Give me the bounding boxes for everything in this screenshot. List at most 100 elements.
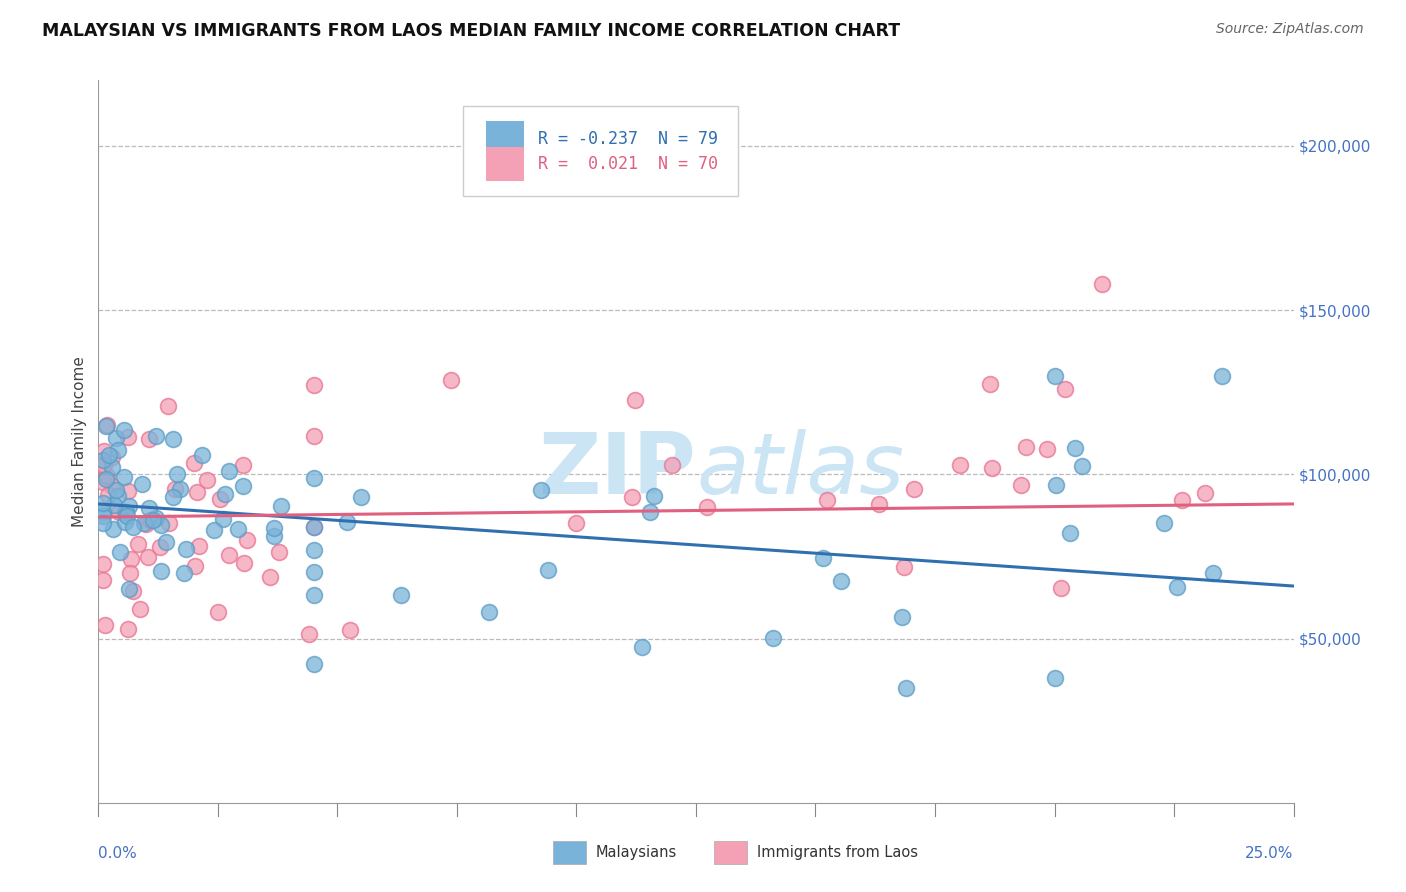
Point	[661, 458, 683, 472]
Point	[138, 513, 160, 527]
Point	[263, 521, 285, 535]
Point	[138, 432, 160, 446]
Point	[108, 545, 131, 559]
Point	[186, 485, 208, 500]
Point	[91, 573, 114, 587]
Point	[127, 537, 149, 551]
Point	[103, 498, 125, 512]
Point	[218, 464, 240, 478]
Text: R = -0.237  N = 79: R = -0.237 N = 79	[538, 130, 718, 148]
FancyBboxPatch shape	[714, 841, 748, 864]
Point	[214, 487, 236, 501]
Point	[107, 443, 129, 458]
Point	[183, 456, 205, 470]
Point	[131, 477, 153, 491]
Point	[1091, 277, 1114, 291]
Point	[440, 373, 463, 387]
Point	[91, 516, 114, 530]
Point	[868, 497, 890, 511]
Point	[97, 448, 120, 462]
Text: Source: ZipAtlas.com: Source: ZipAtlas.com	[1216, 22, 1364, 37]
Point	[134, 516, 156, 530]
Point	[696, 500, 718, 514]
Point	[184, 559, 207, 574]
Point	[94, 617, 117, 632]
Point	[893, 560, 915, 574]
Point	[117, 508, 139, 523]
Point	[1166, 580, 1188, 594]
Point	[1059, 525, 1081, 540]
Point	[149, 517, 172, 532]
Point	[117, 483, 139, 498]
Point	[101, 459, 124, 474]
Point	[1063, 441, 1085, 455]
Point	[108, 505, 131, 519]
Point	[169, 482, 191, 496]
Point	[302, 429, 325, 443]
Point	[621, 490, 644, 504]
Point	[1043, 671, 1066, 685]
Point	[218, 548, 240, 562]
Point	[231, 458, 253, 472]
Point	[93, 458, 115, 473]
Point	[302, 520, 325, 534]
Point	[270, 499, 292, 513]
Point	[138, 500, 160, 515]
Point	[236, 533, 259, 547]
Point	[195, 473, 218, 487]
Point	[120, 551, 142, 566]
Point	[191, 448, 214, 462]
Text: R =  0.021  N = 70: R = 0.021 N = 70	[538, 155, 718, 173]
Point	[166, 467, 188, 481]
Text: Immigrants from Laos: Immigrants from Laos	[756, 845, 918, 860]
Point	[97, 488, 120, 502]
Point	[1211, 368, 1233, 383]
Point	[1202, 566, 1225, 580]
Point	[981, 461, 1004, 475]
Point	[93, 444, 115, 458]
Point	[112, 470, 135, 484]
Point	[949, 458, 972, 472]
Point	[389, 588, 412, 602]
Point	[174, 542, 197, 557]
Point	[157, 400, 180, 414]
Point	[212, 512, 235, 526]
Text: 25.0%: 25.0%	[1246, 847, 1294, 861]
Point	[1170, 493, 1192, 508]
Point	[155, 534, 177, 549]
Text: MALAYSIAN VS IMMIGRANTS FROM LAOS MEDIAN FAMILY INCOME CORRELATION CHART: MALAYSIAN VS IMMIGRANTS FROM LAOS MEDIAN…	[42, 22, 900, 40]
Point	[142, 513, 165, 527]
Point	[302, 542, 325, 557]
Point	[91, 505, 114, 519]
Point	[112, 423, 135, 437]
FancyBboxPatch shape	[485, 121, 524, 156]
Point	[638, 505, 661, 519]
Point	[173, 566, 195, 581]
FancyBboxPatch shape	[553, 841, 586, 864]
Point	[209, 491, 232, 506]
Point	[122, 584, 145, 599]
Point	[350, 491, 373, 505]
Point	[115, 505, 138, 519]
Point	[93, 459, 115, 474]
Point	[267, 544, 290, 558]
FancyBboxPatch shape	[485, 147, 524, 181]
Point	[96, 469, 118, 483]
Text: 0.0%: 0.0%	[98, 847, 138, 861]
Point	[96, 417, 118, 432]
Point	[537, 563, 560, 577]
Point	[263, 529, 285, 543]
Text: Malaysians: Malaysians	[596, 845, 676, 860]
Point	[91, 508, 114, 523]
Point	[302, 565, 325, 579]
Point	[1053, 382, 1076, 396]
Point	[530, 483, 553, 497]
Point	[163, 482, 186, 496]
Point	[149, 540, 172, 554]
Point	[630, 640, 652, 655]
Point	[1010, 478, 1032, 492]
Point	[100, 450, 122, 464]
Point	[894, 681, 917, 695]
Point	[1153, 516, 1175, 531]
Point	[118, 566, 141, 581]
